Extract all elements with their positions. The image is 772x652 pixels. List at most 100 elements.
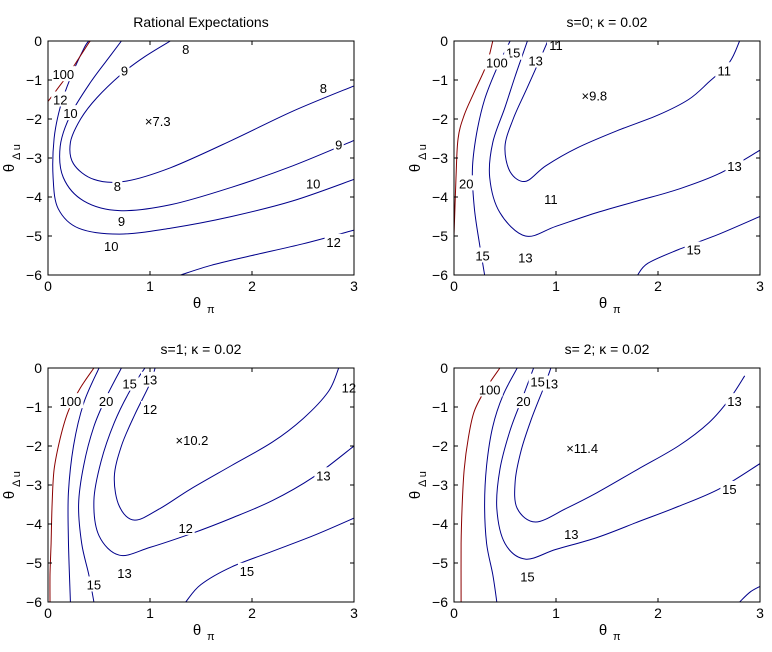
- contour-label-backing: [112, 178, 123, 194]
- contour-label-backing: [541, 190, 560, 206]
- contour-label-backing: [516, 249, 535, 265]
- contour-line-8: [69, 41, 354, 183]
- y-tick-label: −2: [432, 438, 448, 454]
- y-axis-label-main: θ: [407, 491, 424, 499]
- contour-label: 11: [549, 38, 563, 53]
- contour-label-backing: [119, 62, 130, 78]
- contour-line-9: [59, 41, 354, 212]
- contour-label: 15: [722, 482, 736, 497]
- contour-label-backing: [514, 393, 533, 409]
- contour-line-13: [488, 41, 760, 237]
- y-tick-label: −6: [26, 267, 42, 283]
- contour-label-backing: [333, 136, 344, 152]
- y-axis-label: θ Δ u: [407, 144, 429, 172]
- optimum-marker: ×9.8: [582, 89, 608, 104]
- contour-label-backing: [314, 467, 333, 483]
- x-tick-label: 1: [552, 278, 560, 294]
- optimum-marker: ×10.2: [176, 433, 209, 448]
- contour-line-15: [185, 517, 354, 602]
- contour-label-backing: [176, 519, 195, 535]
- panel-title: s=0; κ = 0.02: [567, 14, 648, 30]
- panel-title: s= 2; κ = 0.02: [565, 341, 650, 357]
- x-tick-label: 2: [654, 605, 662, 621]
- y-axis-label-main: θ: [1, 491, 18, 499]
- panel-title: Rational Expectations: [133, 14, 268, 30]
- contour-label: 20: [99, 394, 113, 409]
- y-tick-label: −2: [432, 111, 448, 127]
- panel-title: s=1; κ = 0.02: [161, 341, 242, 357]
- contour-panel-2: s=0; κ = 0.0211111113131315151520100×9.8…: [407, 14, 764, 316]
- x-tick-label: 0: [44, 278, 52, 294]
- contour-label: 8: [320, 81, 327, 96]
- contour-label-backing: [715, 62, 734, 78]
- contour-label-backing: [116, 213, 127, 229]
- contour-label: 100: [479, 382, 501, 397]
- x-tick-label: 1: [146, 278, 154, 294]
- contour-label: 15: [520, 570, 534, 585]
- y-tick-label: −4: [26, 189, 42, 205]
- y-tick-label: −4: [26, 516, 42, 532]
- contour-label-backing: [483, 54, 510, 70]
- x-tick-label: 1: [552, 605, 560, 621]
- y-tick-label: −5: [432, 228, 448, 244]
- contour-label: 13: [727, 159, 741, 174]
- contour-label-backing: [562, 525, 581, 541]
- contour-label: 100: [60, 394, 82, 409]
- contour-label: 10: [306, 176, 320, 191]
- contour-label: 11: [718, 63, 732, 78]
- y-tick-label: 0: [34, 360, 42, 376]
- y-tick-label: −3: [432, 477, 448, 493]
- plot-frame: [453, 40, 761, 276]
- contour-label: 13: [727, 394, 741, 409]
- y-tick-label: −1: [432, 72, 448, 88]
- contour-label: 15: [240, 564, 254, 579]
- contour-label-backing: [61, 105, 80, 121]
- y-tick-label: 0: [34, 33, 42, 49]
- contour-lines: [460, 368, 760, 602]
- contour-line-unlabeled: [739, 585, 760, 602]
- contour-label: 10: [63, 106, 77, 121]
- contour-label-backing: [51, 91, 70, 107]
- y-tick-label: −5: [432, 555, 448, 571]
- contour-label-backing: [684, 241, 703, 257]
- y-axis-label-subscript: Δ u: [417, 144, 429, 160]
- contour-label: 12: [143, 402, 157, 417]
- x-axis-label: θ: [193, 295, 201, 312]
- plot-frame: [47, 40, 355, 276]
- contour-line-unlabeled: [67, 368, 100, 602]
- contour-label-backing: [141, 400, 159, 416]
- contour-label-backing: [725, 157, 744, 173]
- contour-lines: [454, 41, 760, 275]
- x-axis-label: θ: [599, 622, 607, 639]
- contour-label: 100: [52, 67, 74, 82]
- x-tick-label: 0: [44, 605, 52, 621]
- contour-label: 15: [475, 249, 489, 264]
- contour-label: 20: [516, 394, 530, 409]
- x-axis-label-subscript: π: [207, 631, 215, 643]
- y-tick-label: −3: [26, 477, 42, 493]
- x-tick-label: 3: [350, 605, 358, 621]
- contour-label: 13: [528, 54, 542, 69]
- contour-label-backing: [141, 371, 159, 387]
- plot-frame: [47, 367, 355, 603]
- y-tick-label: −4: [432, 189, 448, 205]
- contour-line-12: [180, 229, 354, 275]
- y-axis-label-main: θ: [1, 164, 18, 172]
- contour-line-13: [93, 368, 354, 557]
- contour-label: 9: [118, 214, 125, 229]
- y-tick-label: −2: [26, 438, 42, 454]
- contour-label: 13: [518, 250, 532, 265]
- contour-label-backing: [97, 393, 116, 409]
- contour-label-backing: [84, 576, 103, 592]
- contour-label: 13: [544, 377, 558, 392]
- x-tick-label: 2: [248, 605, 256, 621]
- contour-label-backing: [180, 40, 191, 56]
- contour-line-20: [484, 368, 518, 602]
- x-axis-label-subscript: π: [207, 304, 215, 316]
- contour-label-backing: [102, 237, 121, 253]
- y-axis-label: θ Δ u: [1, 471, 23, 499]
- contour-label: 13: [564, 527, 578, 542]
- y-tick-label: −5: [26, 228, 42, 244]
